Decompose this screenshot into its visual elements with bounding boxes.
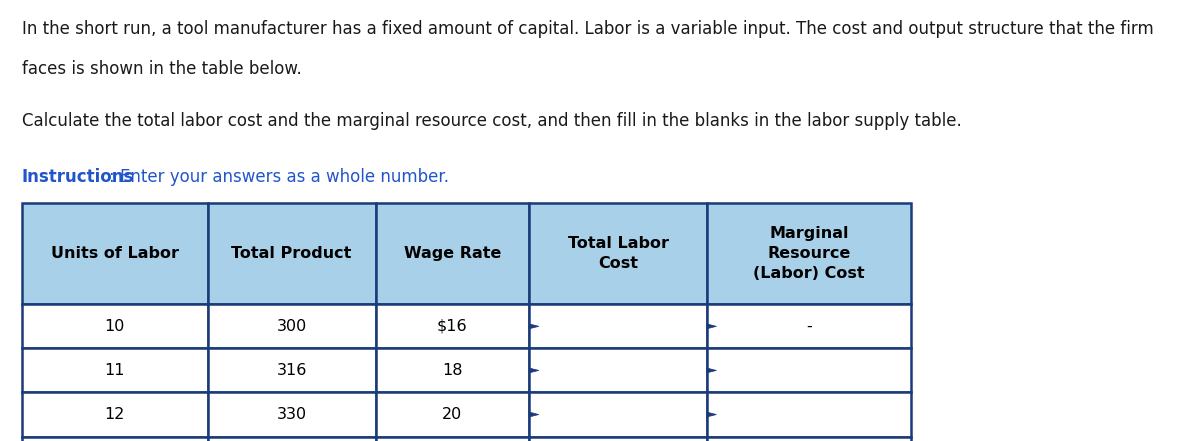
Text: Instructions: Instructions bbox=[22, 168, 134, 186]
Text: $16: $16 bbox=[437, 319, 468, 334]
Bar bbox=[22, 437, 208, 441]
Text: 10: 10 bbox=[104, 319, 125, 334]
Bar bbox=[376, 304, 529, 348]
Bar bbox=[376, 392, 529, 437]
Bar bbox=[707, 203, 911, 304]
Text: Wage Rate: Wage Rate bbox=[403, 246, 502, 261]
Bar bbox=[22, 392, 208, 437]
Text: 11: 11 bbox=[104, 363, 125, 378]
Text: : Enter your answers as a whole number.: : Enter your answers as a whole number. bbox=[109, 168, 449, 186]
Bar bbox=[376, 203, 529, 304]
Bar bbox=[707, 348, 911, 392]
Polygon shape bbox=[707, 368, 716, 373]
Bar bbox=[208, 203, 376, 304]
Bar bbox=[376, 437, 529, 441]
Text: 12: 12 bbox=[104, 407, 125, 422]
Bar bbox=[707, 392, 911, 437]
Text: In the short run, a tool manufacturer has a fixed amount of capital. Labor is a : In the short run, a tool manufacturer ha… bbox=[22, 20, 1153, 38]
Text: Marginal
Resource
(Labor) Cost: Marginal Resource (Labor) Cost bbox=[752, 226, 865, 281]
Bar bbox=[208, 348, 376, 392]
Polygon shape bbox=[529, 324, 539, 329]
Text: 300: 300 bbox=[276, 319, 307, 334]
Text: 20: 20 bbox=[443, 407, 462, 422]
Bar bbox=[208, 392, 376, 437]
Polygon shape bbox=[707, 324, 716, 329]
Text: Units of Labor: Units of Labor bbox=[50, 246, 179, 261]
Bar bbox=[529, 348, 707, 392]
Bar bbox=[529, 203, 707, 304]
Text: Total Product: Total Product bbox=[232, 246, 352, 261]
Text: 18: 18 bbox=[442, 363, 463, 378]
Text: 330: 330 bbox=[276, 407, 307, 422]
Bar bbox=[529, 304, 707, 348]
Polygon shape bbox=[707, 412, 716, 417]
Text: -: - bbox=[806, 319, 811, 334]
Polygon shape bbox=[529, 368, 539, 373]
Bar bbox=[22, 348, 208, 392]
Text: Calculate the total labor cost and the marginal resource cost, and then fill in : Calculate the total labor cost and the m… bbox=[22, 112, 961, 131]
Bar bbox=[529, 437, 707, 441]
Text: Total Labor
Cost: Total Labor Cost bbox=[568, 236, 668, 271]
Text: 316: 316 bbox=[276, 363, 307, 378]
Bar bbox=[707, 304, 911, 348]
Bar bbox=[208, 304, 376, 348]
Polygon shape bbox=[529, 412, 539, 417]
Bar bbox=[208, 437, 376, 441]
Bar bbox=[22, 203, 208, 304]
Bar bbox=[707, 437, 911, 441]
Bar bbox=[22, 304, 208, 348]
Text: faces is shown in the table below.: faces is shown in the table below. bbox=[22, 60, 301, 78]
Bar bbox=[529, 392, 707, 437]
Bar bbox=[376, 348, 529, 392]
